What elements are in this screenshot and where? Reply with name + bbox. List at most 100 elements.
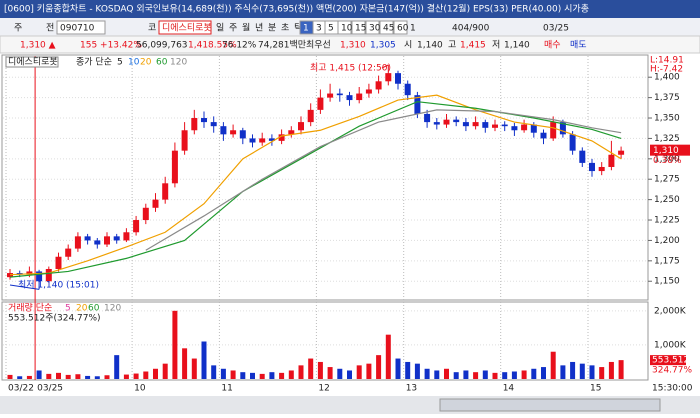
scroll-controls[interactable] (439, 398, 661, 412)
toolbar-item[interactable]: 1 (410, 24, 416, 34)
toolbar-item[interactable]: 090710 (60, 24, 95, 34)
info-item: 1,418.55% (188, 41, 237, 51)
toolbar-item[interactable]: 전 (46, 23, 54, 34)
candle-body (65, 248, 72, 257)
candle-body (579, 150, 586, 163)
volume-bar (298, 365, 304, 379)
candle-body (511, 126, 518, 131)
candle-body (365, 89, 372, 94)
volume-bar (104, 375, 110, 379)
volume-bar (492, 372, 498, 379)
y-tick-label: 1,225 (654, 216, 680, 226)
y-tick-label: 1,175 (654, 256, 680, 266)
volume-bar (143, 371, 149, 379)
window-title: [0600] 키움종합차트 - KOSDAQ 외국인보유(14,689(천)) … (4, 3, 589, 15)
volume-bar (608, 361, 614, 379)
info-item: 74,281백만 (258, 40, 306, 51)
toolbar-item[interactable]: 404/900 (452, 24, 490, 34)
volume-bar (259, 373, 265, 379)
input-box[interactable] (56, 20, 106, 35)
toolbar-item[interactable]: 주 (14, 23, 22, 34)
toolbar-item[interactable]: 15 (355, 24, 366, 34)
volume-bar (56, 372, 61, 379)
stock-name-box[interactable] (158, 20, 212, 35)
toolbar-item[interactable]: 초 (281, 23, 289, 34)
candle-body (530, 124, 537, 133)
toolbar-item[interactable]: 틱 (294, 22, 302, 34)
toolbar-item[interactable]: 년 (255, 23, 263, 34)
legend-entry: 60 (156, 58, 168, 68)
annotation: 최저 1,140 (15:01) (18, 280, 99, 291)
toolbar-item[interactable]: 디에스티로봇 (162, 23, 212, 34)
right-top: H:-7.42 (650, 65, 683, 75)
candle-body (239, 130, 246, 139)
volume-bar (36, 370, 42, 379)
y-tick-label: 1,325 (654, 134, 680, 144)
toolbar-item[interactable]: 30 (369, 24, 381, 34)
x-tick-label: 13 (406, 384, 417, 394)
candle-body (608, 154, 615, 167)
volume-bar (444, 368, 449, 379)
legend-entry: 5 (65, 304, 71, 314)
candle-body (230, 130, 237, 135)
price-pane (1, 54, 649, 301)
info-item: 1,415 (460, 41, 486, 51)
info-item[interactable]: 매도 (570, 40, 587, 51)
y-tick-label: 1,375 (654, 93, 680, 103)
title-bar (0, 0, 700, 18)
interval-button[interactable] (379, 20, 394, 35)
volume-bar (250, 372, 255, 379)
volume-bar (599, 367, 605, 379)
volume-bar (162, 363, 168, 379)
moving-average (9, 94, 622, 276)
volume-bar (75, 374, 81, 379)
toolbar-item[interactable]: 코 (148, 24, 156, 34)
price-tag-label: 1,310 (653, 146, 679, 156)
toolbar-item[interactable]: 3 (316, 24, 322, 34)
toolbar-item[interactable]: 1 (303, 24, 309, 34)
info-item: 155 +13.42% (80, 41, 142, 51)
volume-bar (337, 368, 343, 379)
volume-tag (650, 355, 686, 366)
toolbar-item[interactable]: 10 (341, 24, 353, 34)
volume-bar (531, 368, 537, 379)
legend-entry: 10 (128, 58, 140, 68)
x-tick-label: 14 (503, 384, 515, 394)
x-tick-label: 11 (221, 384, 232, 394)
x-tick-label: 15 (590, 384, 601, 394)
candle-body (162, 183, 169, 200)
info-item: 1,310 ▲ (20, 41, 56, 51)
volume-bar (502, 372, 508, 379)
candle-body (501, 124, 508, 127)
toolbar-item[interactable]: 03/25 (543, 24, 569, 34)
candle-body (171, 150, 178, 184)
volume-bar (511, 371, 517, 379)
volume-bar (579, 363, 585, 379)
toolbar-item[interactable]: 월 (242, 22, 250, 34)
candle-body (521, 124, 528, 131)
toolbar-item[interactable]: 5 (328, 24, 334, 34)
volume-bar (424, 368, 430, 379)
candle-body (298, 122, 304, 131)
y-tick-label: 1,300 (654, 154, 680, 164)
candle-body (268, 138, 275, 141)
toolbar-item[interactable]: 주 (229, 23, 237, 34)
volume-bar (453, 372, 459, 379)
info-item[interactable]: 매수 (544, 40, 561, 51)
volume-bar (94, 376, 100, 379)
legend-entry: 20 (76, 304, 88, 314)
interval-button[interactable] (351, 20, 366, 35)
y-tick-label: 1,250 (654, 195, 680, 205)
volume-bar (347, 370, 352, 379)
interval-button[interactable] (337, 20, 352, 35)
toolbar-item[interactable]: 분 (268, 23, 276, 34)
toolbar-item[interactable]: 일 (216, 23, 224, 34)
toolbar-item[interactable]: 60 (397, 24, 409, 34)
candle-body (433, 122, 440, 125)
interval-button[interactable] (393, 20, 408, 35)
candle-body (443, 119, 450, 125)
toolbar-item[interactable]: 45 (383, 24, 394, 34)
volume-bar (65, 374, 71, 379)
interval-button[interactable] (365, 20, 380, 35)
